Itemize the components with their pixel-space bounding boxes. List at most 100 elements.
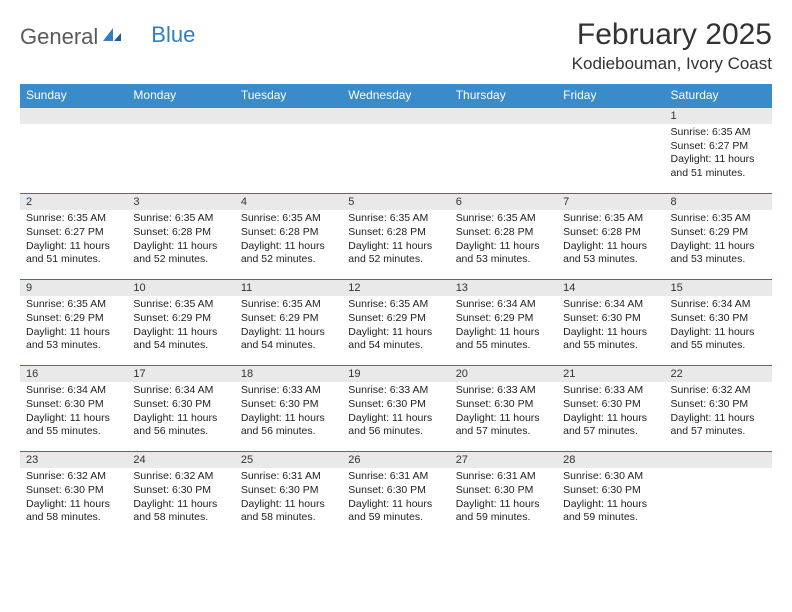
logo-text-blue: Blue bbox=[151, 22, 195, 48]
daylight-text: Daylight: 11 hours and 59 minutes. bbox=[456, 498, 551, 525]
weekday-header: Friday bbox=[557, 84, 664, 108]
day-number: 15 bbox=[665, 280, 772, 296]
calendar-day-cell: 23 Sunrise: 6:32 AMSunset: 6:30 PMDayligh… bbox=[20, 452, 127, 538]
sunset-text: Sunset: 6:30 PM bbox=[133, 484, 228, 498]
sunrise-text: Sunrise: 6:32 AM bbox=[133, 470, 228, 484]
daylight-info: Sunrise: 6:33 AMSunset: 6:30 PMDaylight:… bbox=[456, 384, 551, 439]
sunset-text: Sunset: 6:30 PM bbox=[241, 484, 336, 498]
day-number: 26 bbox=[342, 452, 449, 468]
sunset-text: Sunset: 6:30 PM bbox=[671, 398, 766, 412]
sunrise-text: Sunrise: 6:35 AM bbox=[348, 212, 443, 226]
calendar-day-cell: 4 Sunrise: 6:35 AMSunset: 6:28 PMDaylight… bbox=[235, 194, 342, 280]
day-number: 9 bbox=[20, 280, 127, 296]
daylight-text: Daylight: 11 hours and 51 minutes. bbox=[26, 240, 121, 267]
daylight-info: Sunrise: 6:34 AMSunset: 6:30 PMDaylight:… bbox=[563, 298, 658, 353]
calendar-day-cell: 11Sunrise: 6:35 AMSunset: 6:29 PMDayligh… bbox=[235, 280, 342, 366]
daylight-info: Sunrise: 6:32 AMSunset: 6:30 PMDaylight:… bbox=[26, 470, 121, 525]
sunset-text: Sunset: 6:28 PM bbox=[563, 226, 658, 240]
daylight-text: Daylight: 11 hours and 52 minutes. bbox=[348, 240, 443, 267]
sunrise-text: Sunrise: 6:31 AM bbox=[348, 470, 443, 484]
sunrise-text: Sunrise: 6:34 AM bbox=[456, 298, 551, 312]
daylight-text: Daylight: 11 hours and 59 minutes. bbox=[348, 498, 443, 525]
sunrise-text: Sunrise: 6:35 AM bbox=[26, 298, 121, 312]
calendar-day-cell: 6 Sunrise: 6:35 AMSunset: 6:28 PMDaylight… bbox=[450, 194, 557, 280]
sunrise-text: Sunrise: 6:34 AM bbox=[26, 384, 121, 398]
sunset-text: Sunset: 6:28 PM bbox=[133, 226, 228, 240]
weekday-header: Monday bbox=[127, 84, 234, 108]
page-header: General Blue February 2025 Kodiebouman, … bbox=[20, 18, 772, 74]
calendar-day-cell: 7Sunrise: 6:35 AMSunset: 6:28 PMDaylight… bbox=[557, 194, 664, 280]
daylight-info: Sunrise: 6:33 AMSunset: 6:30 PMDaylight:… bbox=[563, 384, 658, 439]
sunset-text: Sunset: 6:28 PM bbox=[241, 226, 336, 240]
sunrise-text: Sunrise: 6:35 AM bbox=[241, 298, 336, 312]
daylight-info: Sunrise: 6:31 AMSunset: 6:30 PMDaylight:… bbox=[348, 470, 443, 525]
daylight-text: Daylight: 11 hours and 52 minutes. bbox=[133, 240, 228, 267]
calendar-week-row: 9 Sunrise: 6:35 AMSunset: 6:29 PMDaylight… bbox=[20, 280, 772, 366]
daylight-info: Sunrise: 6:33 AMSunset: 6:30 PMDaylight:… bbox=[241, 384, 336, 439]
calendar-week-row: 23Sunrise: 6:32 AMSunset: 6:30 PMDayligh… bbox=[20, 452, 772, 538]
calendar-day-cell: 5Sunrise: 6:35 AMSunset: 6:28 PMDaylight… bbox=[342, 194, 449, 280]
sunrise-text: Sunrise: 6:31 AM bbox=[456, 470, 551, 484]
weekday-header-row: SundayMondayTuesdayWednesdayThursdayFrid… bbox=[20, 84, 772, 108]
calendar-week-row: 16Sunrise: 6:34 AMSunset: 6:30 PMDayligh… bbox=[20, 366, 772, 452]
daylight-text: Daylight: 11 hours and 54 minutes. bbox=[133, 326, 228, 353]
daylight-text: Daylight: 11 hours and 58 minutes. bbox=[241, 498, 336, 525]
weekday-header: Tuesday bbox=[235, 84, 342, 108]
calendar-day-cell: 25Sunrise: 6:31 AMSunset: 6:30 PMDayligh… bbox=[235, 452, 342, 538]
sunrise-text: Sunrise: 6:35 AM bbox=[563, 212, 658, 226]
sunset-text: Sunset: 6:30 PM bbox=[563, 484, 658, 498]
daylight-text: Daylight: 11 hours and 55 minutes. bbox=[671, 326, 766, 353]
daylight-text: Daylight: 11 hours and 56 minutes. bbox=[241, 412, 336, 439]
daylight-info: Sunrise: 6:35 AMSunset: 6:28 PMDaylight:… bbox=[241, 212, 336, 267]
daylight-info: Sunrise: 6:35 AMSunset: 6:29 PMDaylight:… bbox=[133, 298, 228, 353]
sunrise-text: Sunrise: 6:35 AM bbox=[671, 212, 766, 226]
calendar-day-cell: 21Sunrise: 6:33 AMSunset: 6:30 PMDayligh… bbox=[557, 366, 664, 452]
calendar-day-cell bbox=[557, 108, 664, 194]
day-number bbox=[665, 452, 772, 468]
sunrise-text: Sunrise: 6:35 AM bbox=[241, 212, 336, 226]
daylight-info: Sunrise: 6:34 AMSunset: 6:29 PMDaylight:… bbox=[456, 298, 551, 353]
daylight-info: Sunrise: 6:34 AMSunset: 6:30 PMDaylight:… bbox=[26, 384, 121, 439]
sunset-text: Sunset: 6:30 PM bbox=[348, 398, 443, 412]
day-number: 4 bbox=[235, 194, 342, 210]
daylight-text: Daylight: 11 hours and 53 minutes. bbox=[563, 240, 658, 267]
sunrise-text: Sunrise: 6:33 AM bbox=[456, 384, 551, 398]
sunset-text: Sunset: 6:27 PM bbox=[26, 226, 121, 240]
sunrise-text: Sunrise: 6:33 AM bbox=[241, 384, 336, 398]
day-number: 17 bbox=[127, 366, 234, 382]
daylight-info: Sunrise: 6:35 AMSunset: 6:29 PMDaylight:… bbox=[348, 298, 443, 353]
daylight-text: Daylight: 11 hours and 56 minutes. bbox=[348, 412, 443, 439]
day-number: 6 bbox=[450, 194, 557, 210]
day-number: 2 bbox=[20, 194, 127, 210]
calendar-day-cell: 2Sunrise: 6:35 AMSunset: 6:27 PMDaylight… bbox=[20, 194, 127, 280]
daylight-text: Daylight: 11 hours and 57 minutes. bbox=[563, 412, 658, 439]
calendar-day-cell: 17Sunrise: 6:34 AMSunset: 6:30 PMDayligh… bbox=[127, 366, 234, 452]
calendar-week-row: 2Sunrise: 6:35 AMSunset: 6:27 PMDaylight… bbox=[20, 194, 772, 280]
day-number: 22 bbox=[665, 366, 772, 382]
sunset-text: Sunset: 6:30 PM bbox=[241, 398, 336, 412]
calendar-week-row: 1Sunrise: 6:35 AMSunset: 6:27 PMDaylight… bbox=[20, 108, 772, 194]
daylight-text: Daylight: 11 hours and 57 minutes. bbox=[456, 412, 551, 439]
sunrise-text: Sunrise: 6:34 AM bbox=[563, 298, 658, 312]
daylight-info: Sunrise: 6:33 AMSunset: 6:30 PMDaylight:… bbox=[348, 384, 443, 439]
calendar-day-cell: 10Sunrise: 6:35 AMSunset: 6:29 PMDayligh… bbox=[127, 280, 234, 366]
calendar-day-cell: 20Sunrise: 6:33 AMSunset: 6:30 PMDayligh… bbox=[450, 366, 557, 452]
sunset-text: Sunset: 6:30 PM bbox=[563, 398, 658, 412]
daylight-text: Daylight: 11 hours and 53 minutes. bbox=[671, 240, 766, 267]
weekday-header: Wednesday bbox=[342, 84, 449, 108]
sunrise-text: Sunrise: 6:30 AM bbox=[563, 470, 658, 484]
day-number: 16 bbox=[20, 366, 127, 382]
sunset-text: Sunset: 6:29 PM bbox=[671, 226, 766, 240]
daylight-text: Daylight: 11 hours and 55 minutes. bbox=[456, 326, 551, 353]
day-number bbox=[342, 108, 449, 124]
day-number: 13 bbox=[450, 280, 557, 296]
sunset-text: Sunset: 6:30 PM bbox=[348, 484, 443, 498]
calendar-day-cell bbox=[20, 108, 127, 194]
daylight-text: Daylight: 11 hours and 55 minutes. bbox=[563, 326, 658, 353]
day-number: 19 bbox=[342, 366, 449, 382]
day-number: 23 bbox=[20, 452, 127, 468]
calendar-day-cell bbox=[235, 108, 342, 194]
weekday-header: Thursday bbox=[450, 84, 557, 108]
daylight-info: Sunrise: 6:35 AMSunset: 6:28 PMDaylight:… bbox=[456, 212, 551, 267]
sunset-text: Sunset: 6:28 PM bbox=[348, 226, 443, 240]
